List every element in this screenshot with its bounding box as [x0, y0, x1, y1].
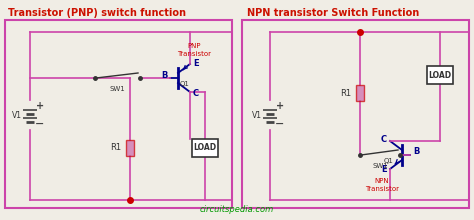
- Text: R1: R1: [110, 143, 121, 152]
- Text: LOAD: LOAD: [193, 143, 217, 152]
- Text: +: +: [276, 101, 284, 111]
- Text: NPN transistor Switch Function: NPN transistor Switch Function: [247, 8, 419, 18]
- Text: +: +: [36, 101, 44, 111]
- Bar: [356, 85, 364, 101]
- Bar: [427, 66, 453, 84]
- Bar: [5, 20, 232, 208]
- Text: −: −: [35, 119, 45, 129]
- Text: V1: V1: [252, 110, 262, 119]
- Text: PNP
Transistor: PNP Transistor: [177, 43, 211, 57]
- Text: SW1: SW1: [372, 163, 388, 169]
- Text: NPN
Transistor: NPN Transistor: [365, 178, 399, 192]
- Text: R1: R1: [340, 88, 352, 97]
- Bar: [192, 139, 218, 157]
- Text: C: C: [381, 136, 387, 145]
- Text: E: E: [382, 165, 387, 174]
- Text: circuitspedia.com: circuitspedia.com: [200, 205, 274, 214]
- Text: B: B: [162, 70, 168, 79]
- Text: C: C: [193, 88, 199, 97]
- Text: −: −: [275, 119, 285, 129]
- Text: E: E: [193, 59, 199, 68]
- Text: LOAD: LOAD: [428, 70, 452, 79]
- Bar: [126, 140, 134, 156]
- Text: B: B: [413, 147, 419, 156]
- Text: V1: V1: [12, 110, 22, 119]
- Text: SW1: SW1: [109, 86, 125, 92]
- Bar: [242, 20, 469, 208]
- Text: Transistor (PNP) switch function: Transistor (PNP) switch function: [8, 8, 186, 18]
- Text: Q1: Q1: [384, 158, 394, 164]
- Text: Q1: Q1: [180, 81, 190, 87]
